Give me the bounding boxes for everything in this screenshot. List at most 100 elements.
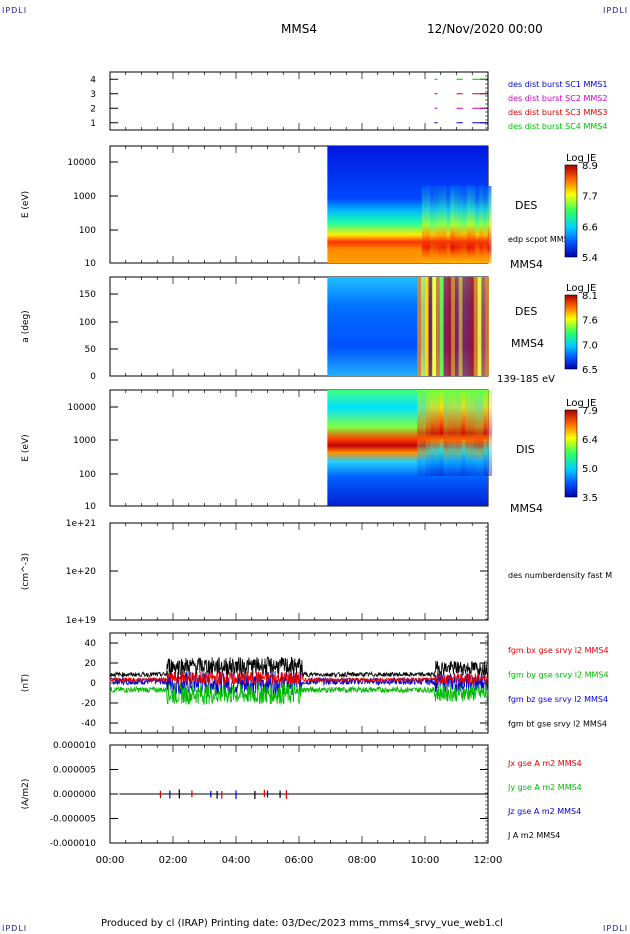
dis-active-column xyxy=(430,390,435,476)
panel-label-des-pitch: DES xyxy=(515,305,537,318)
y-tick-label: 1 xyxy=(90,119,96,129)
dis-active-column xyxy=(470,390,475,476)
ylabel-density: (cm^-3) xyxy=(21,553,31,590)
scpot-label: edp scpot MMS4 xyxy=(508,235,574,244)
time-tick-label: 00:00 xyxy=(96,855,125,866)
colorbar-des-energy: Log JE8.9 7.7 6.6 5.4 xyxy=(564,153,598,264)
time-tick-label: 02:00 xyxy=(159,855,188,866)
pitch-active-column xyxy=(477,277,482,376)
dis-active-column xyxy=(478,390,484,476)
dis-active-column xyxy=(434,390,440,476)
pitch-active-column xyxy=(439,277,444,376)
y-tick-label: 100 xyxy=(79,470,96,480)
footer-credit: Produced by cl (IRAP) Printing date: 03/… xyxy=(101,918,503,929)
pitch-active-column xyxy=(424,277,429,376)
des-active-column xyxy=(454,186,459,263)
pitch-active-column xyxy=(451,277,455,376)
des-active-column xyxy=(450,186,455,263)
y-tick-label: 0 xyxy=(90,679,96,689)
des-active-column xyxy=(430,186,435,263)
dis-active-column xyxy=(417,390,422,476)
y-tick-label: 1000 xyxy=(73,436,96,446)
dis-active-column xyxy=(421,390,426,476)
y-tick-label: 4 xyxy=(90,75,96,85)
panel-frame xyxy=(109,71,489,131)
spacecraft-label-dis: MMS4 xyxy=(510,502,543,515)
des-active-column xyxy=(425,186,431,263)
bfield-legend-label: fgm by gse srvy l2 MMS4 xyxy=(508,671,609,680)
corner-mark-bottom-left: IPDLI xyxy=(2,924,28,933)
dis-active-column xyxy=(443,390,448,476)
des-active-column xyxy=(475,186,480,263)
pitch-active-column xyxy=(447,277,452,376)
dis-active-column xyxy=(487,390,493,476)
bfield-legend-label: fgm bz gse srvy l2 MMS4 xyxy=(508,695,608,704)
colorbar-tick-label: 5.0 xyxy=(582,464,598,475)
des-active-column xyxy=(442,186,447,263)
panel-label-des: DES xyxy=(515,199,537,212)
y-tick-label: 0.000005 xyxy=(53,766,96,776)
des-active-column xyxy=(466,186,471,263)
ylabel-des-pitch: a (deg) xyxy=(21,310,31,342)
current-legend-label: Jx gse A m2 MMS4 xyxy=(507,759,582,768)
bfield-series-line xyxy=(109,656,489,679)
y-tick-label: 3 xyxy=(90,90,96,100)
colorbar-tick-label: 7.7 xyxy=(582,192,598,203)
y-tick-label: 100 xyxy=(79,318,96,328)
time-tick-label: 10:00 xyxy=(411,855,440,866)
bfield-legend-label: fgm bt gse srvy l2 MMS4 xyxy=(508,720,607,729)
burst-legend-label: des dist burst SC3 MMS3 xyxy=(508,108,607,117)
pitch-active-column xyxy=(473,277,478,376)
pitch-active-column xyxy=(417,277,421,376)
y-tick-label: 1e+21 xyxy=(66,519,96,529)
dis-active-column xyxy=(447,390,453,476)
colorbar-dis-energy: Log JE7.9 6.4 5.0 3.5 xyxy=(564,398,598,504)
des-active-column xyxy=(438,186,443,263)
time-tick-label: 06:00 xyxy=(285,855,314,866)
y-tick-label: 10000 xyxy=(67,403,96,413)
time-tick-label: 04:00 xyxy=(222,855,251,866)
y-tick-label: 50 xyxy=(85,345,97,355)
des-active-column xyxy=(421,186,426,263)
dis-active-column xyxy=(461,390,466,476)
y-tick-label: 150 xyxy=(79,290,96,300)
ylabel-current: (A/m2) xyxy=(21,779,31,810)
colorbar-tick-label: 7.9 xyxy=(582,406,598,417)
colorbar-tick-label: 6.6 xyxy=(582,222,598,233)
des-active-column xyxy=(470,186,476,263)
pitch-active-column xyxy=(420,277,425,376)
time-tick-label: 08:00 xyxy=(348,855,377,866)
panel-density: 1e+21 1e+20 1e+19 des numberdensity fast M xyxy=(66,519,613,626)
current-legend-label: J A m2 MMS4 xyxy=(507,831,560,840)
pitch-active-column xyxy=(436,277,440,376)
pitch-active-column xyxy=(470,277,474,376)
spacecraft-title: MMS4 xyxy=(281,22,317,36)
colorbar-tick-label: 3.5 xyxy=(582,493,598,504)
colorbar-gradient xyxy=(564,294,578,370)
spacecraft-label: MMS4 xyxy=(510,258,543,271)
dis-active-column xyxy=(465,390,471,476)
y-tick-label: -0.000010 xyxy=(50,839,96,849)
y-tick-label: 1e+20 xyxy=(66,567,97,577)
pitch-active-column xyxy=(481,277,486,376)
y-tick-label: 2 xyxy=(90,104,96,114)
pitch-active-column xyxy=(462,277,467,376)
des-active-column xyxy=(458,186,463,263)
bfield-series-line xyxy=(109,670,489,687)
y-tick-label: 1000 xyxy=(73,192,96,202)
y-tick-label: 0.000000 xyxy=(53,790,96,800)
pitch-active-column xyxy=(466,277,471,376)
panel-current: 0.000010 0.000005 0.000000 -0.000005 -0.0000… xyxy=(50,741,582,849)
spacecraft-label-pitch: MMS4 xyxy=(511,337,544,350)
colorbar-tick-label: 7.0 xyxy=(582,340,598,351)
dis-active-column xyxy=(439,390,444,476)
pitch-active-column xyxy=(443,277,448,376)
dis-active-column xyxy=(452,390,457,476)
bfield-series-line xyxy=(109,682,489,706)
panel-dis-energy: 10000 1000 100 10 DIS MMS4 xyxy=(67,389,543,515)
pitch-active-column xyxy=(428,277,433,376)
corner-mark-top-left: IPDLI xyxy=(2,6,28,15)
des-active-column xyxy=(446,186,451,263)
y-tick-label: -20 xyxy=(81,699,96,709)
dis-active-column xyxy=(425,390,431,476)
